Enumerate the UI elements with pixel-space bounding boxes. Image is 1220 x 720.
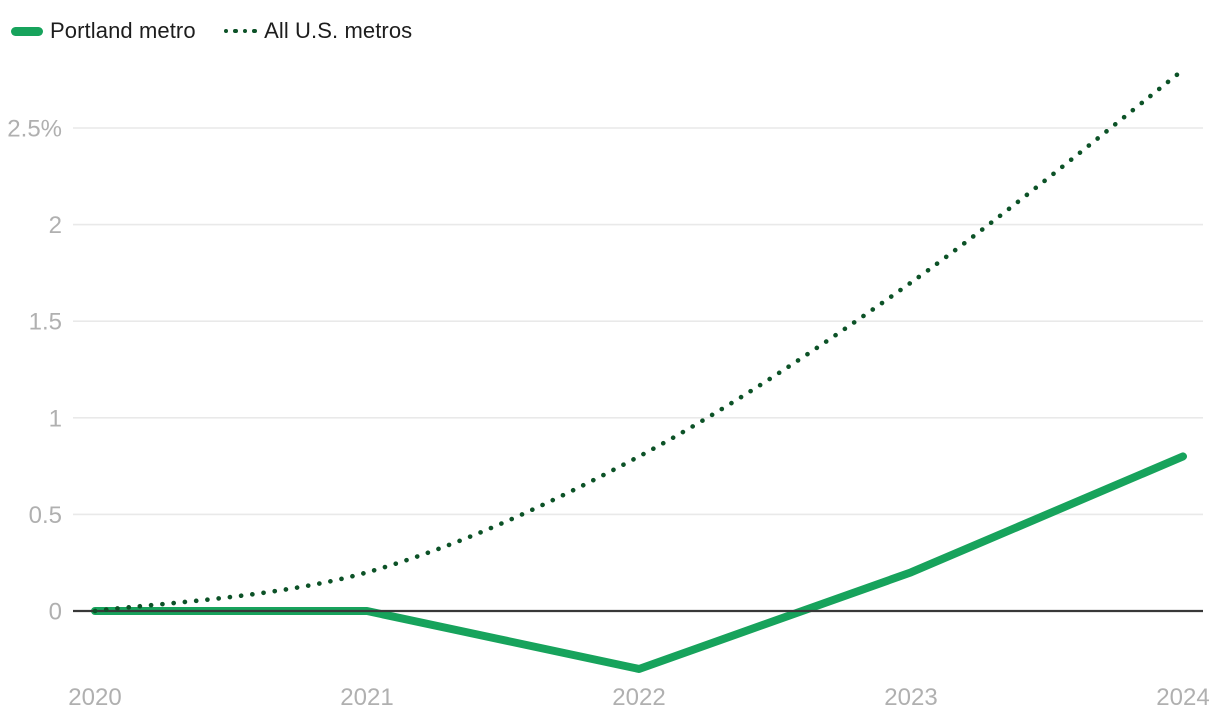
series-portland-metro-line [91,452,1187,673]
dot-icon [223,28,229,34]
legend-item-all-us-metros: All U.S. metros [223,18,413,44]
x-tick-label: 2020 [68,684,121,711]
dot-icon [242,28,248,34]
series-all-us-metros-line [92,67,1186,614]
y-tick-label: 1 [49,405,62,432]
y-tick-label: 1.5 [29,309,62,336]
x-tick-label: 2021 [340,684,393,711]
y-tick-label: 0.5 [29,502,62,529]
y-tick-label: 2 [49,212,62,239]
x-tick-label: 2023 [884,684,937,711]
x-tick-label: 2022 [612,684,665,711]
y-tick-label: 2.5% [7,116,62,143]
dot-icon [252,28,258,34]
legend-label-all-us-metros: All U.S. metros [264,18,413,43]
solid-line-swatch [11,26,43,36]
legend-label-portland-metro: Portland metro [50,18,196,43]
x-tick-label: 2024 [1156,684,1209,711]
y-tick-label: 0 [49,599,62,626]
dot-icon [233,28,238,34]
legend-item-portland-metro: Portland metro [11,18,196,44]
chart-legend: Portland metro All U.S. metros [11,18,412,44]
dotted-line-swatch [223,28,258,34]
